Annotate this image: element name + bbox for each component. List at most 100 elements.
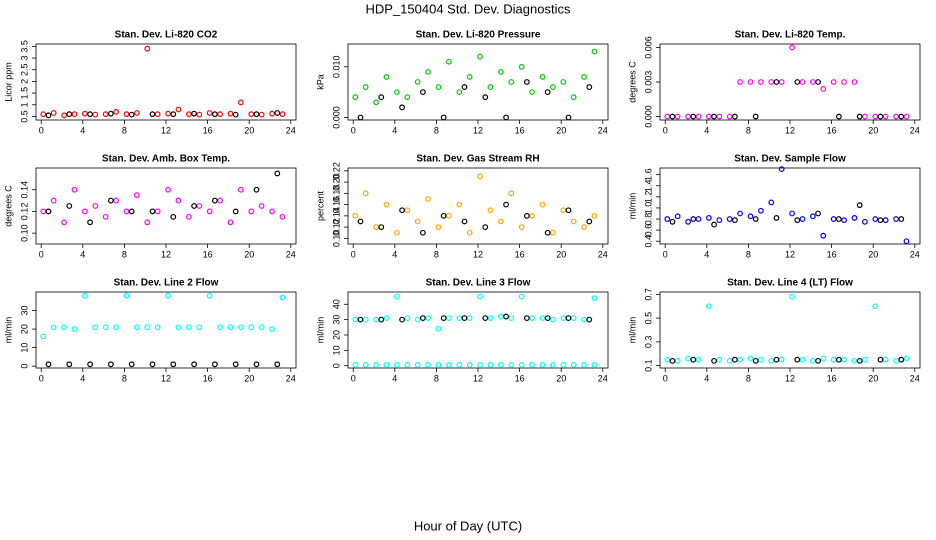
point bbox=[664, 356, 671, 363]
point bbox=[248, 324, 255, 331]
point bbox=[893, 113, 899, 120]
x-tick-label: 20 bbox=[868, 373, 878, 383]
point bbox=[393, 362, 400, 368]
x-tick-label: 12 bbox=[161, 373, 171, 383]
point bbox=[445, 212, 452, 219]
point bbox=[799, 356, 806, 363]
point bbox=[809, 79, 816, 85]
point bbox=[711, 221, 717, 228]
point bbox=[903, 238, 910, 245]
point bbox=[586, 316, 593, 323]
point bbox=[529, 315, 535, 322]
point bbox=[893, 216, 899, 222]
point bbox=[107, 110, 114, 117]
y-tick-label: 30 bbox=[19, 306, 29, 316]
point bbox=[752, 216, 759, 222]
point bbox=[66, 203, 73, 209]
point bbox=[773, 79, 780, 85]
point bbox=[113, 108, 119, 115]
point bbox=[716, 356, 723, 363]
y-tick-label: 1 bbox=[19, 102, 29, 107]
point bbox=[232, 361, 239, 368]
x-tick-label: 24 bbox=[598, 373, 608, 383]
point bbox=[445, 58, 452, 65]
y-tick-label: 0.5 bbox=[643, 312, 653, 325]
point bbox=[581, 74, 587, 80]
point bbox=[903, 113, 910, 120]
x-tick-label: 20 bbox=[868, 125, 878, 135]
point bbox=[669, 357, 676, 364]
point bbox=[518, 362, 525, 368]
point bbox=[253, 111, 260, 118]
point bbox=[539, 74, 546, 80]
point bbox=[191, 361, 197, 368]
y-tick-label: 0.003 bbox=[643, 71, 653, 94]
point bbox=[185, 111, 192, 118]
point bbox=[482, 94, 489, 101]
point bbox=[274, 170, 281, 177]
x-tick-label: 20 bbox=[244, 249, 254, 259]
y-tick-label: 0.4 bbox=[643, 235, 653, 248]
point bbox=[440, 315, 447, 322]
x-tick-label: 24 bbox=[286, 249, 296, 259]
point bbox=[191, 110, 197, 117]
x-tick-label: 20 bbox=[868, 249, 878, 259]
point bbox=[165, 110, 171, 117]
point bbox=[882, 356, 889, 363]
point bbox=[258, 203, 265, 209]
y-axis-label: percent bbox=[315, 190, 325, 221]
y-axis-label: kPa bbox=[315, 74, 325, 90]
point bbox=[711, 113, 717, 120]
point bbox=[107, 197, 114, 204]
plot-frame bbox=[659, 291, 921, 369]
point bbox=[586, 218, 593, 225]
point bbox=[107, 361, 114, 368]
point bbox=[123, 208, 130, 215]
point bbox=[898, 356, 905, 363]
point bbox=[539, 315, 546, 322]
point bbox=[258, 111, 265, 118]
point bbox=[81, 292, 88, 299]
point bbox=[856, 113, 863, 120]
point bbox=[835, 356, 842, 363]
point bbox=[185, 324, 192, 331]
point bbox=[466, 362, 473, 368]
point bbox=[419, 89, 426, 96]
point bbox=[560, 207, 567, 214]
point bbox=[352, 212, 359, 219]
point bbox=[830, 216, 837, 222]
point bbox=[716, 113, 723, 120]
point bbox=[830, 79, 837, 85]
point bbox=[570, 218, 577, 225]
x-tick-label: 16 bbox=[827, 249, 837, 259]
point bbox=[674, 113, 681, 120]
point bbox=[565, 207, 572, 214]
point bbox=[40, 111, 47, 118]
y-tick-label: 1.6 bbox=[643, 168, 653, 181]
point bbox=[404, 315, 411, 322]
point bbox=[102, 111, 109, 118]
point bbox=[175, 106, 182, 113]
y-axis-label: Licor ppm bbox=[3, 62, 13, 102]
y-axis-label: degrees C bbox=[3, 185, 13, 227]
point bbox=[50, 197, 57, 204]
point bbox=[154, 208, 161, 215]
y-tick-label: 2 bbox=[19, 79, 29, 84]
point bbox=[274, 110, 281, 116]
point bbox=[768, 199, 775, 206]
y-tick-label: 0.010 bbox=[331, 56, 341, 79]
x-tick-label: 4 bbox=[704, 125, 709, 135]
y-tick-label: 0.7 bbox=[643, 288, 653, 301]
point bbox=[778, 79, 785, 85]
x-tick-label: 4 bbox=[392, 373, 397, 383]
point bbox=[544, 315, 551, 322]
point bbox=[737, 79, 743, 85]
point bbox=[149, 111, 156, 118]
x-tick-label: 12 bbox=[161, 249, 171, 259]
y-tick-label: 0.006 bbox=[643, 36, 653, 59]
point bbox=[685, 355, 691, 362]
x-tick-label: 16 bbox=[515, 249, 525, 259]
panel-title: Stan. Dev. Line 2 Flow bbox=[114, 278, 219, 289]
point bbox=[851, 79, 858, 85]
